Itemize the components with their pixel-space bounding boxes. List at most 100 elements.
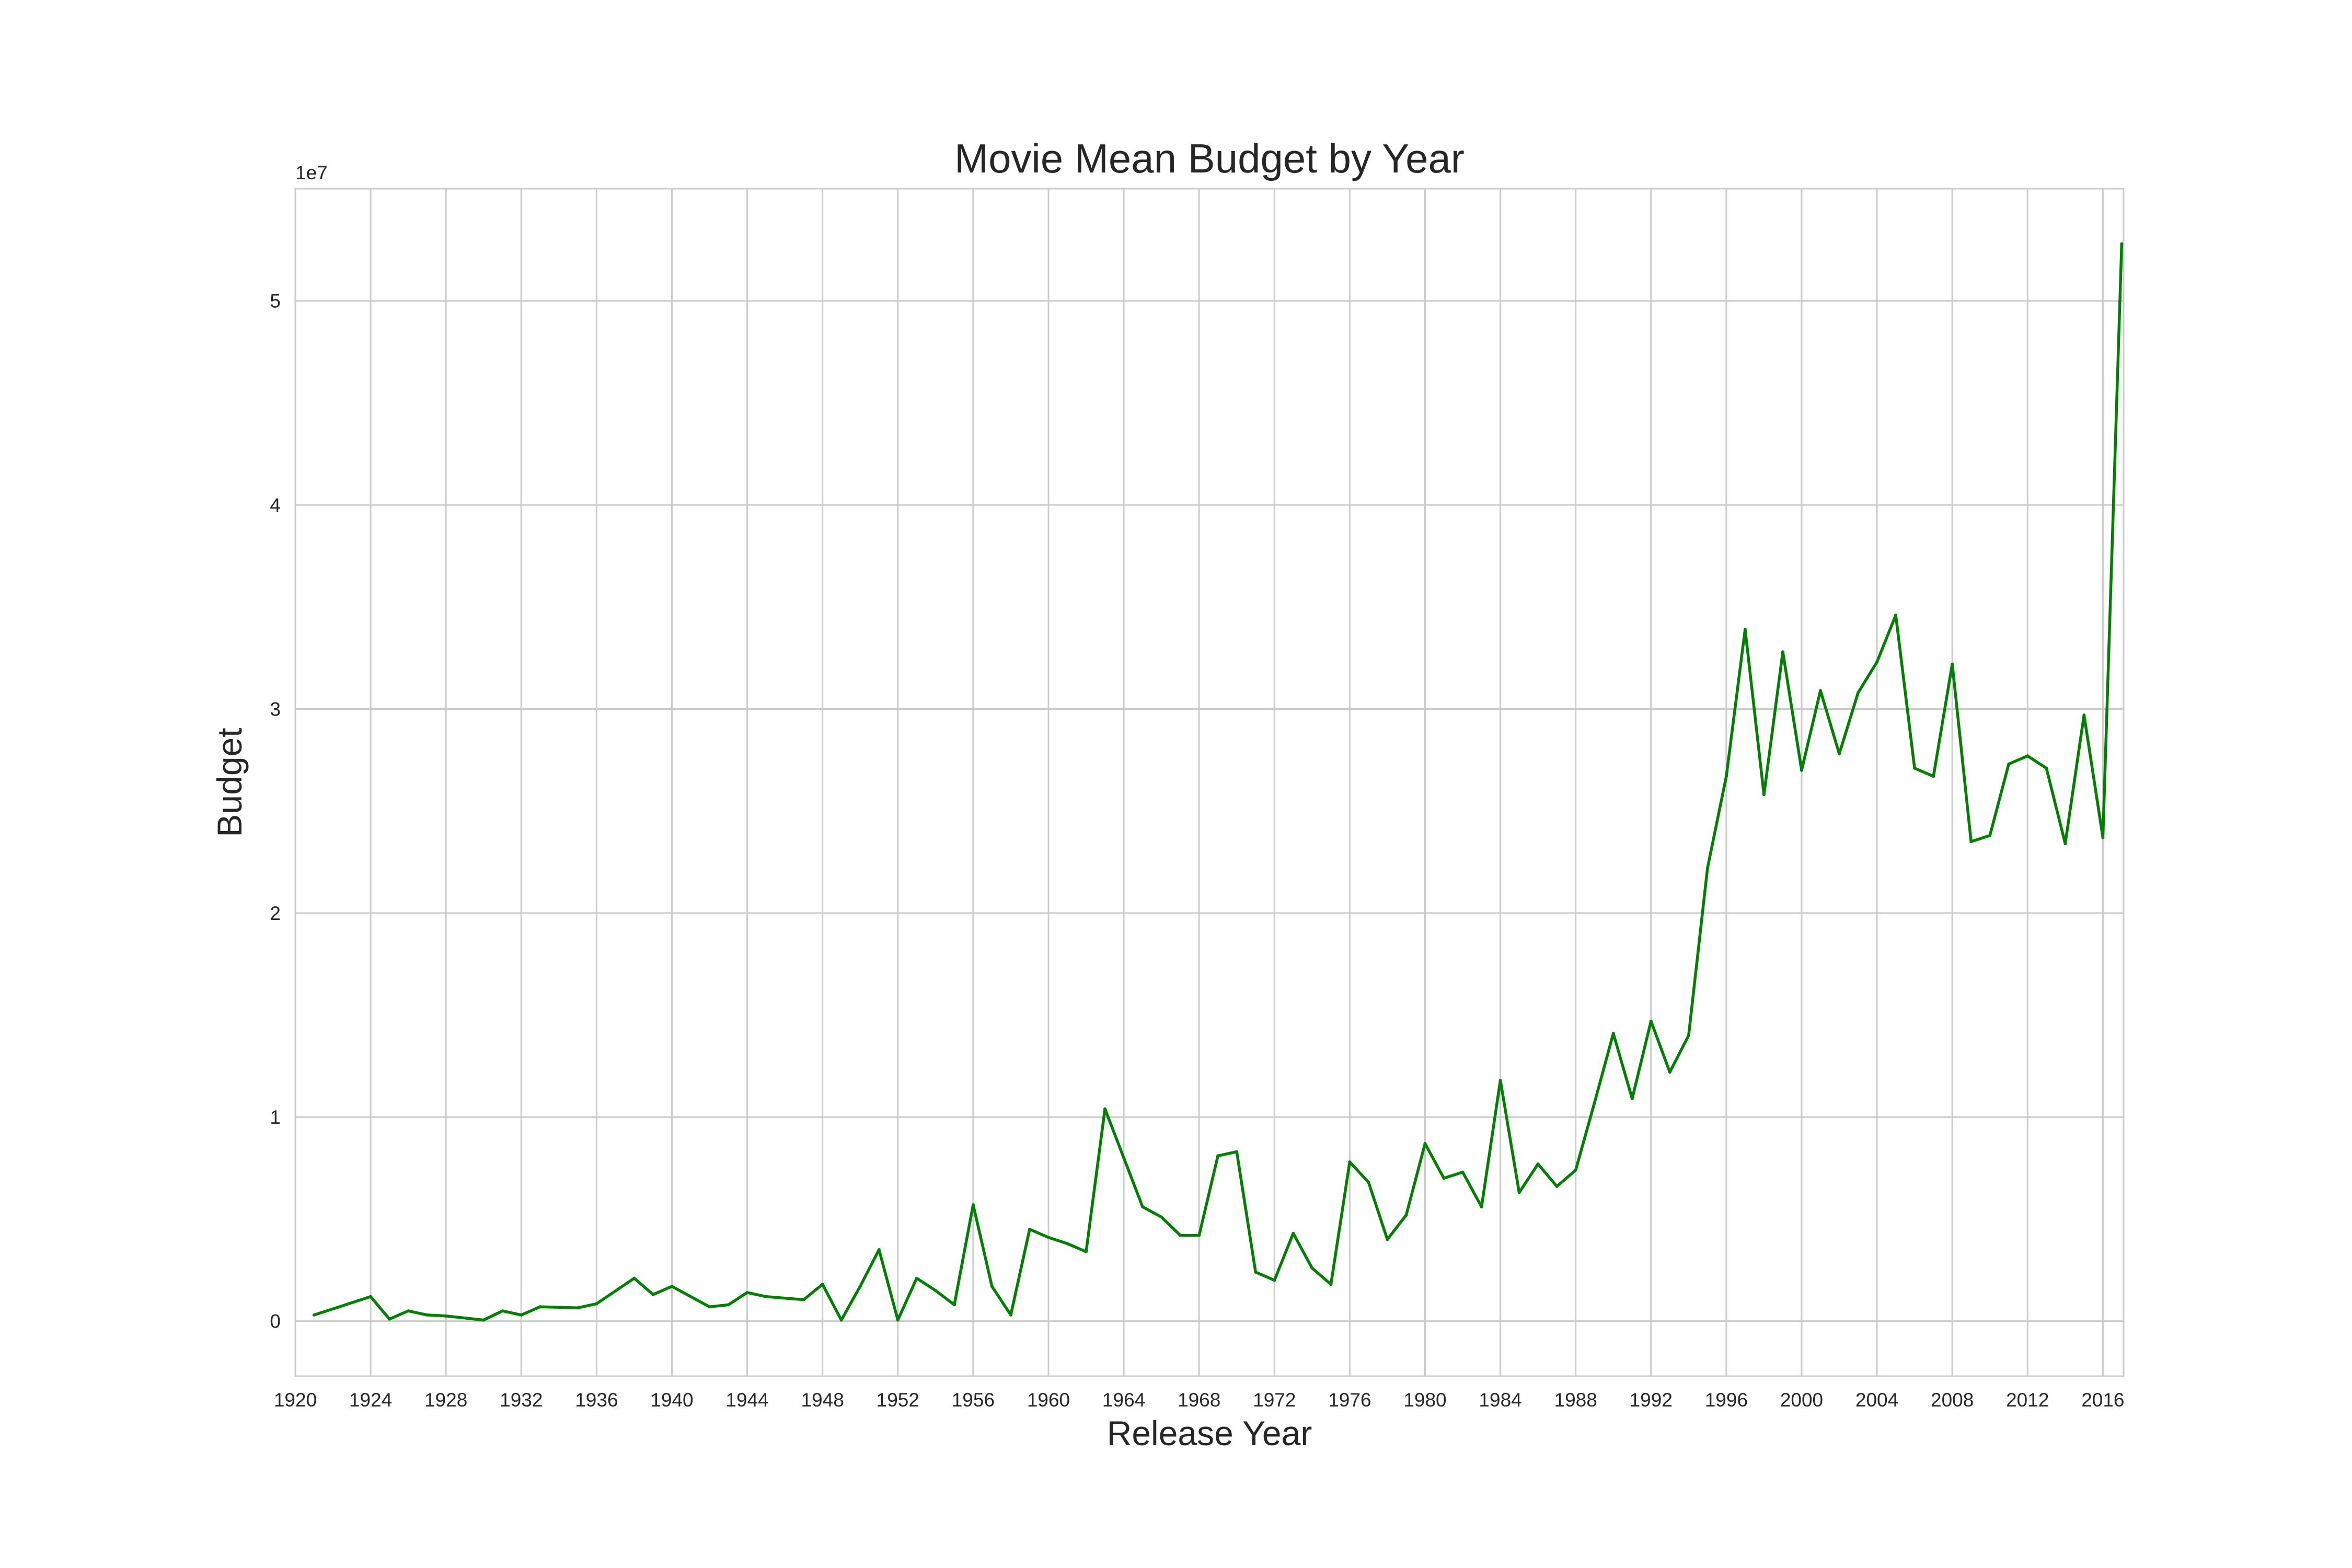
y-axis-label: Budget (210, 728, 249, 837)
data-point (1932, 775, 1935, 778)
x-tick-label: 1992 (1630, 1389, 1673, 1411)
data-point (1028, 1227, 1031, 1231)
x-tick-label: 1984 (1479, 1389, 1521, 1411)
data-point (1329, 1283, 1333, 1286)
data-point (1009, 1313, 1012, 1317)
data-point (1216, 1154, 1220, 1158)
data-point (651, 1293, 655, 1296)
x-tick-label: 1928 (424, 1389, 467, 1411)
data-point (1292, 1231, 1295, 1235)
data-point (1066, 1242, 1069, 1246)
data-point (839, 1318, 843, 1322)
data-point (1781, 650, 1784, 654)
data-point (1875, 660, 1879, 664)
x-tick-label: 1980 (1403, 1389, 1446, 1411)
chart-title: Movie Mean Budget by Year (954, 135, 1465, 181)
data-point (2045, 766, 2048, 770)
data-point (896, 1318, 900, 1322)
data-point (1630, 1097, 1634, 1101)
data-point (501, 1309, 504, 1313)
y-tick-labels: 0 1 2 3 4 5 (270, 291, 281, 1332)
data-point (727, 1303, 730, 1307)
data-point (1555, 1184, 1559, 1188)
data-point (1743, 628, 1747, 631)
x-axis-label: Release Year (1107, 1414, 1312, 1452)
x-tick-label: 1940 (650, 1389, 693, 1411)
data-point (1235, 1150, 1239, 1154)
data-point (821, 1283, 824, 1286)
y-tick-label: 5 (270, 291, 281, 312)
data-point (708, 1305, 711, 1309)
data-point (858, 1285, 862, 1288)
data-point (2120, 242, 2124, 246)
data-point (1574, 1168, 1577, 1172)
data-point (388, 1317, 391, 1321)
data-point (1724, 775, 1728, 778)
data-point (1705, 866, 1709, 870)
x-tick-label: 2016 (2081, 1389, 2124, 1411)
data-point (2026, 754, 2030, 758)
data-point (1046, 1236, 1050, 1239)
data-point (576, 1306, 580, 1310)
data-point (1122, 1156, 1126, 1160)
data-point (1913, 766, 1917, 770)
plot-frame (294, 188, 2125, 1377)
data-point (425, 1313, 429, 1317)
data-point (1480, 1205, 1483, 1208)
x-tick-label: 1956 (952, 1389, 995, 1411)
x-tick-label: 2012 (2006, 1389, 2049, 1411)
x-tick-label: 1936 (575, 1389, 618, 1411)
x-tick-label: 1976 (1328, 1389, 1371, 1411)
x-tick-label: 1948 (801, 1389, 844, 1411)
data-point (2101, 836, 2105, 839)
series-group (313, 242, 2124, 1322)
data-point (407, 1309, 410, 1313)
data-point (990, 1285, 994, 1288)
x-tick-label: 1932 (500, 1389, 543, 1411)
data-point (595, 1302, 598, 1306)
data-point (2007, 762, 2011, 766)
data-point (369, 1295, 373, 1298)
data-point (1273, 1278, 1276, 1282)
data-point (1593, 1101, 1596, 1104)
data-point (482, 1318, 486, 1322)
data-point (1687, 1034, 1690, 1037)
data-point (1668, 1070, 1671, 1074)
y-tick-label: 0 (270, 1311, 281, 1332)
x-tick-label: 1924 (349, 1389, 392, 1411)
x-tick-label: 1972 (1253, 1389, 1296, 1411)
y-tick-label: 2 (270, 903, 281, 924)
x-tick-label: 1920 (274, 1389, 317, 1411)
series-line (313, 242, 2124, 1322)
x-tick-label: 1988 (1554, 1389, 1597, 1411)
data-point (1800, 768, 1803, 772)
data-point (1423, 1142, 1427, 1145)
data-point (1461, 1170, 1465, 1174)
data-point (1254, 1270, 1258, 1274)
x-tick-label: 1944 (725, 1389, 768, 1411)
data-point (764, 1295, 768, 1298)
data-point (2082, 713, 2086, 717)
y-offset-label: 1e7 (295, 162, 328, 183)
data-point (877, 1248, 881, 1251)
data-point (1536, 1162, 1540, 1166)
data-point (444, 1314, 448, 1318)
data-point (1367, 1181, 1370, 1184)
data-point (802, 1298, 805, 1301)
data-point (538, 1305, 542, 1309)
data-point (2063, 842, 2067, 846)
data-point (1386, 1238, 1389, 1241)
x-tick-label: 1964 (1102, 1389, 1145, 1411)
x-tick-label: 1968 (1178, 1389, 1220, 1411)
y-tick-label: 4 (270, 494, 281, 516)
x-tick-label: 1960 (1027, 1389, 1070, 1411)
data-point (313, 1313, 316, 1317)
data-point (1141, 1205, 1145, 1208)
data-point (1085, 1250, 1088, 1253)
data-point (1517, 1191, 1521, 1194)
data-point (632, 1276, 636, 1280)
data-point (745, 1290, 749, 1294)
data-point (933, 1289, 937, 1293)
